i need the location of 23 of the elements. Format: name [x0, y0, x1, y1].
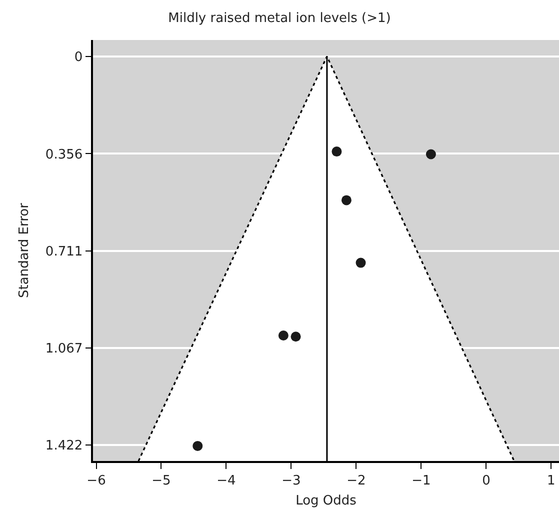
x-tick-label: −5: [152, 473, 171, 488]
x-tick-label: −4: [216, 473, 236, 488]
point: [426, 149, 436, 160]
x-tick-label: −6: [86, 473, 106, 488]
point: [278, 330, 288, 341]
x-tick-label: 0: [482, 473, 490, 488]
point: [332, 146, 342, 157]
point: [290, 332, 301, 342]
point: [192, 440, 203, 451]
y-tick-label: 0.356: [45, 147, 83, 162]
x-axis-title: Log Odds: [296, 493, 357, 508]
point: [356, 258, 366, 268]
y-tick-label: 1.422: [45, 438, 83, 454]
y-tick-label: 0: [74, 50, 83, 65]
y-tick-label: 0.711: [45, 244, 83, 260]
y-tick-label: 1.067: [45, 342, 83, 357]
y-axis-title: Standard Error: [16, 202, 32, 298]
point: [341, 195, 352, 206]
chart-title: Mildly raised metal ion levels (>1): [168, 11, 391, 26]
x-tick-label: 1: [547, 473, 556, 488]
x-tick-label: −2: [346, 473, 366, 488]
x-tick-label: −3: [282, 473, 301, 488]
x-tick-label: −1: [412, 473, 431, 488]
